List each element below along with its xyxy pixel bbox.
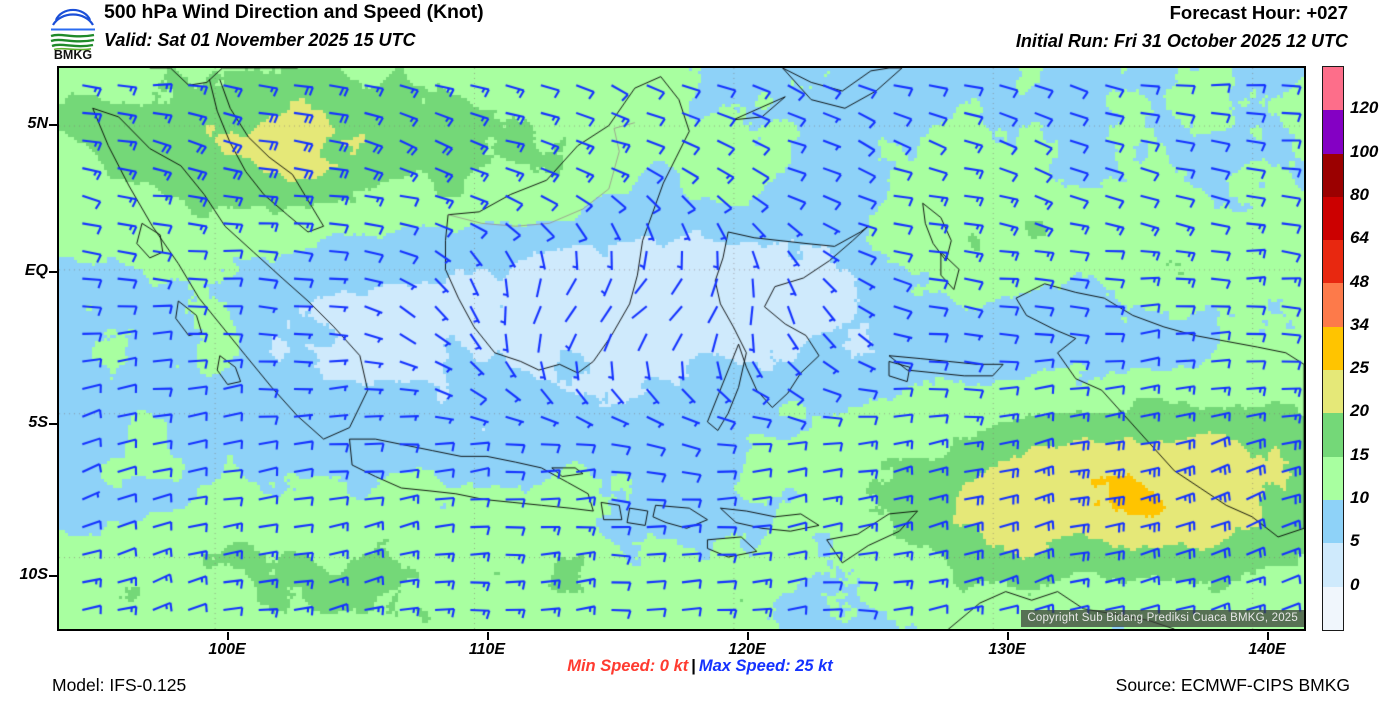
colorbar-band-2	[1323, 153, 1343, 197]
colorbar-label-100: 100	[1350, 141, 1379, 161]
model-label: Model: IFS-0.125	[52, 675, 187, 695]
copyright-watermark: Copyright Sub Bidang Prediksi Cuaca BMKG…	[1021, 610, 1304, 627]
colorbar-label-120: 120	[1350, 98, 1379, 118]
colorbar-label-0: 0	[1350, 574, 1360, 594]
lon-label-130e: 130E	[988, 641, 1026, 658]
lat-label-5n: 5N	[27, 115, 48, 132]
colorbar-label-25: 25	[1350, 358, 1369, 378]
colorbar-band-9	[1323, 456, 1343, 500]
colorbar-band-11	[1323, 543, 1343, 587]
lat-label-eq: EQ	[24, 262, 48, 279]
colorbar-band-10	[1323, 499, 1343, 544]
colorbar-band-1	[1323, 110, 1343, 154]
lat-label-10s: 10S	[19, 566, 48, 583]
colorbar-band-3	[1323, 196, 1343, 241]
wind-field-canvas	[59, 68, 1304, 629]
colorbar-band-7	[1323, 370, 1343, 414]
colorbar-band-12	[1323, 586, 1343, 630]
page-title: 500 hPa Wind Direction and Speed (Knot)	[104, 1, 484, 23]
bmkg-logo-graphic: BMKG	[50, 8, 96, 60]
colorbar-band-6	[1323, 326, 1343, 371]
colorbar-label-64: 64	[1350, 228, 1369, 248]
lat-tick-5s	[49, 423, 57, 425]
colorbar-label-10: 10	[1350, 488, 1369, 508]
lon-tick-120e	[747, 632, 749, 640]
bmkg-logo-wordmark: BMKG	[54, 48, 92, 60]
bmkg-logo: BMKG	[44, 2, 102, 60]
forecast-hour-label: Forecast Hour: +027	[1169, 2, 1348, 23]
colorbar-labels: 120 100 80 64 48 34 25 20 15 10 5 0	[1350, 66, 1400, 631]
min-speed-label: Min Speed: 0 kt	[567, 657, 689, 675]
lat-tick-10s	[49, 575, 57, 577]
lon-tick-110e	[487, 632, 489, 640]
colorbar-label-34: 34	[1350, 314, 1369, 334]
lon-label-110e: 110E	[468, 641, 506, 658]
colorbar-label-5: 5	[1350, 531, 1360, 551]
colorbar	[1322, 66, 1344, 631]
speed-separator: |	[691, 657, 696, 675]
speed-summary: Min Speed: 0 kt | Max Speed: 25 kt	[0, 657, 1400, 676]
colorbar-band-8	[1323, 413, 1343, 457]
lat-tick-5n	[49, 124, 57, 126]
lat-label-5s: 5S	[28, 414, 48, 431]
lon-label-120e: 120E	[728, 641, 766, 658]
colorbar-band-4	[1323, 240, 1343, 284]
colorbar-label-48: 48	[1350, 271, 1369, 291]
lon-tick-130e	[1007, 632, 1009, 640]
colorbar-label-15: 15	[1350, 444, 1369, 464]
initial-run-label: Initial Run: Fri 31 October 2025 12 UTC	[1015, 31, 1348, 51]
colorbar-band-0	[1323, 67, 1343, 111]
lon-label-100e: 100E	[208, 641, 246, 658]
page-header: BMKG 500 hPa Wind Direction and Speed (K…	[0, 0, 1400, 62]
lon-tick-100e	[227, 632, 229, 640]
valid-time-label: Valid: Sat 01 November 2025 15 UTC	[104, 30, 416, 50]
source-label: Source: ECMWF-CIPS BMKG	[1115, 675, 1350, 695]
colorbar-label-80: 80	[1350, 184, 1369, 204]
lon-label-140e: 140E	[1248, 641, 1286, 658]
max-speed-label: Max Speed: 25 kt	[698, 657, 833, 675]
lat-tick-eq	[49, 271, 57, 273]
colorbar-label-20: 20	[1350, 401, 1369, 421]
lon-tick-140e	[1267, 632, 1269, 640]
colorbar-band-5	[1323, 283, 1343, 327]
weather-map[interactable]: Copyright Sub Bidang Prediksi Cuaca BMKG…	[57, 66, 1306, 631]
